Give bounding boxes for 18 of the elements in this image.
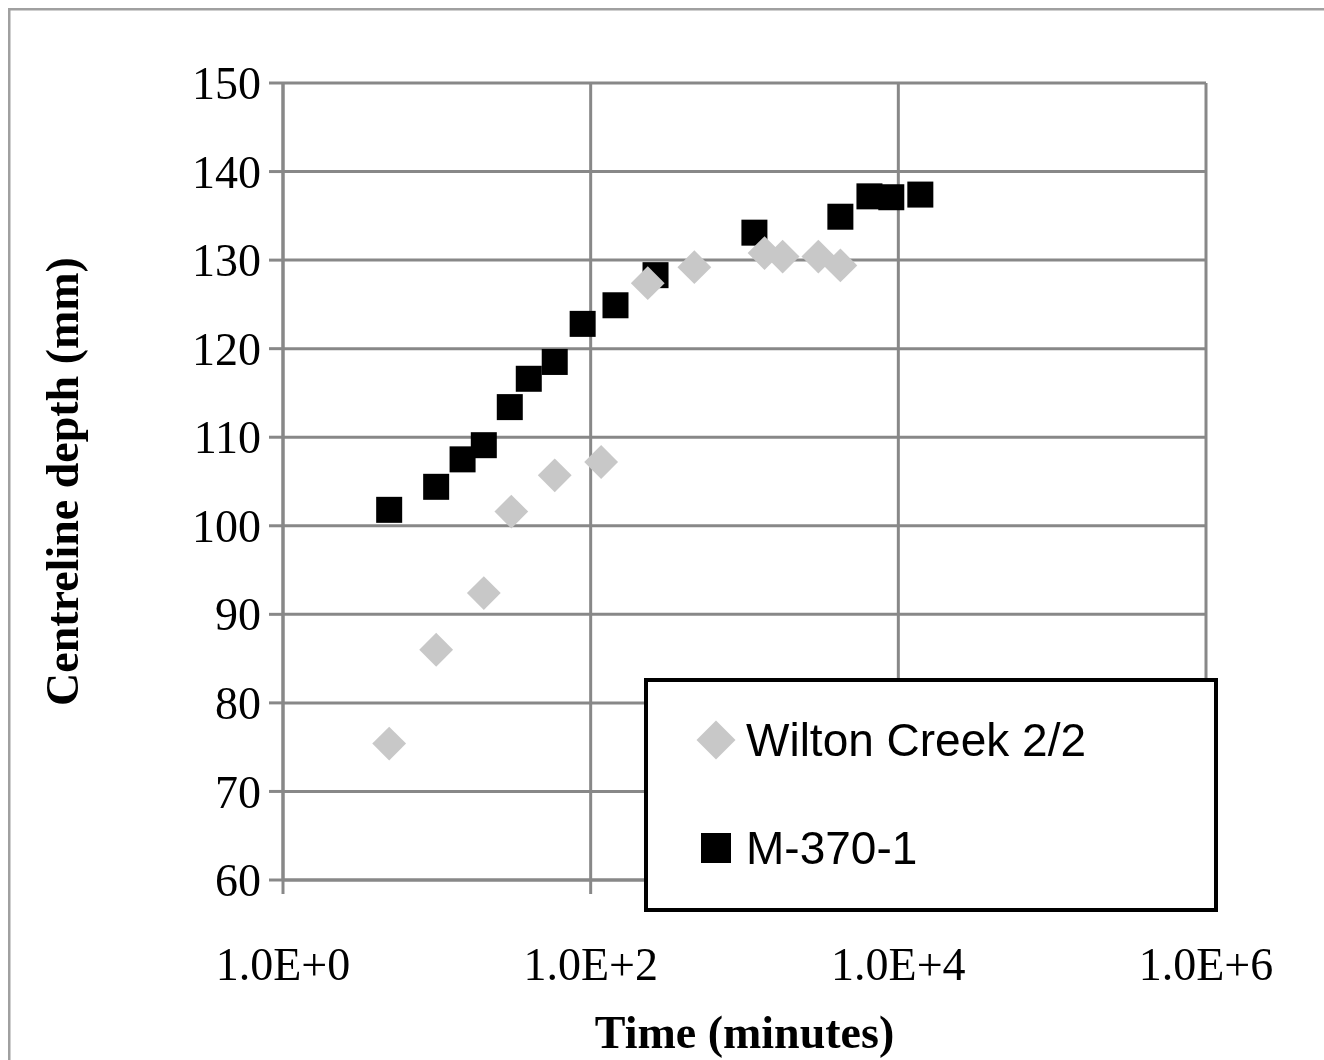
y-tick-label: 70 xyxy=(215,766,261,818)
legend-label: M-370-1 xyxy=(746,822,918,875)
legend-label: Wilton Creek 2/2 xyxy=(746,714,1087,767)
y-tick-label: 150 xyxy=(192,58,261,110)
y-tick-label: 140 xyxy=(192,146,261,198)
y-tick-label: 120 xyxy=(192,323,261,375)
y-tick-label: 100 xyxy=(192,500,261,552)
y-axis-title: Centreline depth (mm) xyxy=(37,257,88,706)
x-axis-title: Time (minutes) xyxy=(594,1007,895,1058)
y-tick-label: 80 xyxy=(215,677,261,729)
y-tick-label: 110 xyxy=(193,412,261,464)
y-tick-label: 90 xyxy=(215,589,261,641)
x-tick-label: 1.0E+4 xyxy=(831,939,966,990)
x-tick-label: 1.0E+6 xyxy=(1138,939,1274,990)
x-tick-label: 1.0E+2 xyxy=(523,939,658,990)
y-tick-label: 60 xyxy=(215,855,261,907)
y-tick-label: 130 xyxy=(192,235,261,287)
x-tick-label: 1.0E+0 xyxy=(215,939,351,990)
